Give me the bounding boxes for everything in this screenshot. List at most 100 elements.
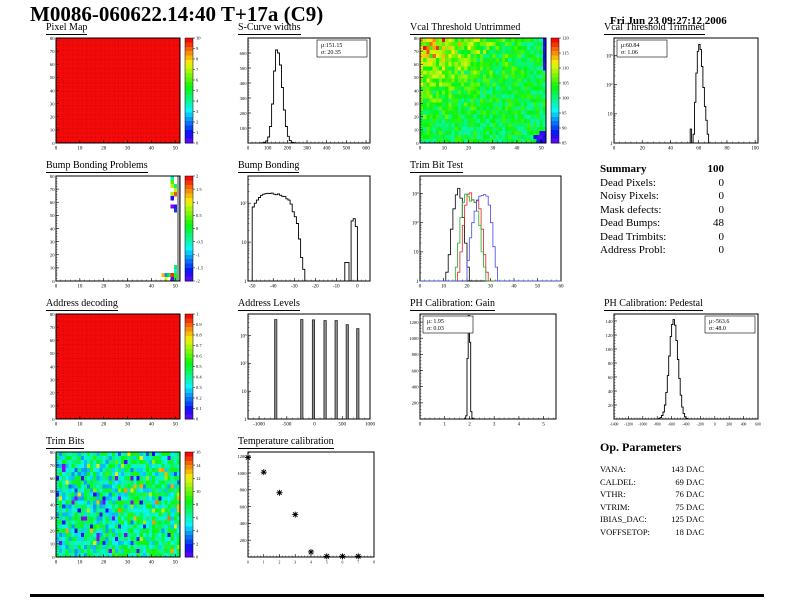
svg-text:7: 7 [196,67,199,72]
op-param-value: 143 DAC [671,464,704,474]
svg-text:85: 85 [562,141,567,146]
svg-text:10²: 10² [240,201,247,207]
svg-text:40: 40 [149,285,155,290]
svg-text:10: 10 [77,423,83,428]
svg-text:0.5: 0.5 [196,364,202,369]
svg-text:400: 400 [240,81,248,86]
svg-text:μ: 1.95: μ: 1.95 [427,319,444,325]
bump-problems-chart: 0 10 20 30 40 50 0 10 20 30 40 50 60 70 80 2 1.5 1 0.5 0 -0.… [50,174,204,290]
svg-text:40: 40 [149,423,155,428]
svg-text:80: 80 [608,361,613,366]
svg-text:-50: -50 [249,285,256,290]
svg-text:20: 20 [101,147,107,152]
page-bottom-border [30,594,764,597]
svg-text:2: 2 [196,174,198,179]
svg-text:0: 0 [714,423,716,427]
svg-text:5: 5 [542,423,545,428]
svg-text:40: 40 [414,88,419,93]
svg-text:1: 1 [263,561,265,565]
svg-text:105: 105 [562,81,570,86]
svg-text:20: 20 [608,403,613,408]
svg-text:60: 60 [50,62,55,67]
svg-text:2: 2 [468,423,471,428]
svg-text:50: 50 [50,351,55,356]
svg-text:0: 0 [52,141,55,146]
summary-row-label: Address Probl: [600,244,666,256]
svg-text:40: 40 [668,147,674,152]
svg-text:0.3: 0.3 [196,385,202,390]
svg-text:40: 40 [50,502,55,507]
svg-text:10²: 10² [240,361,247,367]
svg-text:0: 0 [196,141,199,146]
svg-text:0: 0 [247,561,249,565]
svg-text:400: 400 [741,423,747,427]
svg-text:0: 0 [55,561,58,566]
svg-text:80: 80 [414,36,419,41]
svg-text:100: 100 [606,347,614,352]
summary-score: 100 [707,163,725,175]
svg-text:200: 200 [726,423,732,427]
svg-text:6: 6 [196,78,199,83]
svg-text:9: 9 [196,46,199,51]
plot-title: Trim Bits [46,436,85,449]
svg-text:50: 50 [173,423,179,428]
svg-text:120: 120 [562,36,570,41]
plot-title: Vcal Threshold Untrimmed [410,22,521,35]
svg-text:30: 30 [50,377,55,382]
svg-text:5: 5 [326,561,328,565]
op-param-label: IBIAS_DAC: [600,514,647,524]
vcal-untrimmed-panel: Vcal Threshold Untrimmed 0 10 20 30 40 50 0 10 2… [402,22,588,154]
svg-text:400: 400 [240,521,248,526]
svg-text:1: 1 [416,280,419,285]
svg-text:800: 800 [240,488,248,493]
svg-text:70: 70 [414,49,419,54]
vcal-trimmed-panel: Vcal Threshold Trimmed 0 20 40 60 80 100 1 10 10… [596,22,764,154]
svg-text:0: 0 [55,423,58,428]
svg-text:40: 40 [514,147,520,152]
svg-text:1: 1 [443,423,446,428]
ph-gain-panel: PH Calibration: Gain 0 1 2 3 4 5 200 400 600 800 1… [402,298,562,430]
vcal-trimmed-chart: 0 20 40 60 80 100 1 10 10² 10³ μ:60.84σ: 1.06 [606,37,759,152]
svg-text:100: 100 [562,96,570,101]
svg-text:1: 1 [610,142,613,147]
svg-text:0: 0 [613,147,616,152]
svg-text:500: 500 [339,423,347,428]
plot-title: PH Calibration: Gain [410,298,495,311]
op-param-value: 75 DAC [675,501,704,512]
svg-text:-30: -30 [291,285,298,290]
temp-calibration-chart: 0 1 2 3 4 5 6 7 8 200 400 600 800 1000 1200 [237,451,375,565]
svg-text:8: 8 [373,561,375,565]
svg-text:20: 20 [50,115,55,120]
svg-text:30: 30 [50,239,55,244]
svg-text:30: 30 [414,101,419,106]
svg-text:0.2: 0.2 [196,396,202,401]
ph-gain-chart: 0 1 2 3 4 5 200 400 600 800 1000 1200 μ: 1.95σ: 0.03 [409,313,557,428]
summary-title: Summary [600,163,647,175]
svg-text:500: 500 [240,66,248,71]
svg-text:10: 10 [77,147,83,152]
svg-text:0: 0 [247,147,250,152]
svg-text:20: 20 [50,253,55,258]
op-param-value: 18 DAC [675,526,704,537]
svg-text:20: 20 [101,423,107,428]
svg-text:200: 200 [240,111,248,116]
svg-text:10²: 10² [606,83,613,89]
svg-text:80: 80 [50,450,55,455]
svg-text:30: 30 [125,423,130,428]
summary-row-label: Dead Bumps: [600,217,661,229]
svg-text:80: 80 [50,312,55,317]
svg-text:30: 30 [488,285,494,290]
svg-text:70: 70 [50,49,55,54]
svg-text:-600: -600 [668,423,675,427]
svg-text:6: 6 [196,515,199,520]
svg-text:-800: -800 [654,423,661,427]
svg-text:10: 10 [441,285,447,290]
svg-text:95: 95 [562,111,567,116]
svg-text:0: 0 [419,285,422,290]
svg-text:-500: -500 [282,423,292,428]
svg-text:1200: 1200 [409,320,419,325]
svg-text:0: 0 [52,417,55,422]
svg-text:110: 110 [562,66,569,71]
svg-text:0.7: 0.7 [196,343,202,348]
